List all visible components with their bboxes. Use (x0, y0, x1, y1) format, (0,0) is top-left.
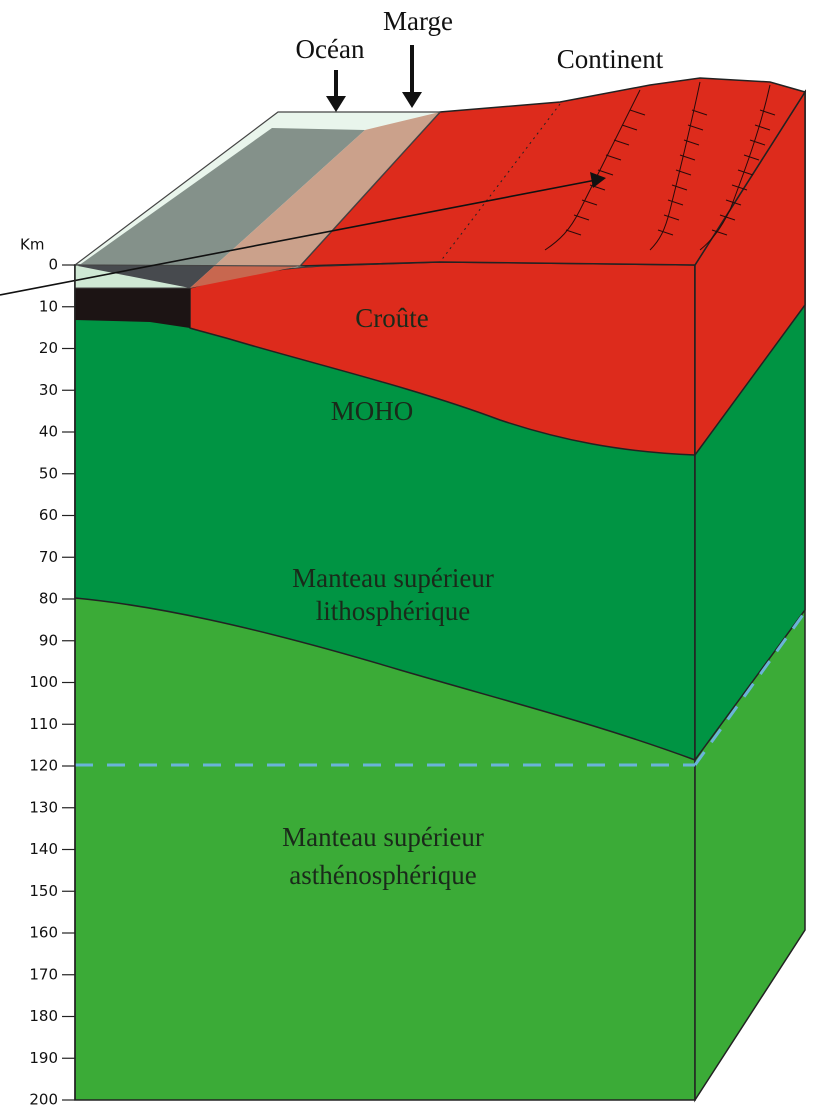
tick-label: 50 (39, 464, 58, 482)
tick-label: 80 (39, 590, 58, 608)
tick-label: 190 (29, 1049, 58, 1067)
tick-label: 140 (29, 840, 58, 858)
tick-label: 120 (29, 757, 58, 775)
mountain-hatching (544, 81, 776, 251)
tick-label: 60 (39, 506, 58, 524)
tick-label: 70 (39, 548, 58, 566)
moho-label: MOHO (331, 396, 414, 426)
ocean-label: Océan (296, 34, 365, 64)
pointer-head (590, 172, 606, 188)
lithosphere-label: Manteau supérieur (292, 563, 494, 593)
tick-label: 110 (29, 715, 58, 733)
lithosphere-label: lithosphérique (316, 596, 470, 626)
arrowheads (326, 92, 422, 112)
margin-top (190, 112, 440, 288)
oceanic-crust-front (75, 288, 190, 328)
tick-label: 160 (29, 924, 58, 942)
tick-label: 100 (29, 673, 58, 691)
crust-label: Croûte (355, 303, 429, 333)
tick-label: 10 (39, 297, 58, 315)
continent-top (298, 77, 807, 267)
tick-label: 0 (48, 256, 58, 274)
axis-unit: Km (20, 236, 44, 254)
tick-label: 170 (29, 965, 58, 983)
ocean-floor-top (78, 128, 365, 288)
tick-label: 130 (29, 798, 58, 816)
asthenosphere-label: Manteau supérieur (282, 822, 484, 852)
tick-label: 150 (29, 882, 58, 900)
tick-label: 200 (29, 1091, 58, 1109)
tick-label: 20 (39, 339, 58, 357)
lab-side (693, 611, 807, 766)
tick-label: 90 (39, 631, 58, 649)
continent-label: Continent (557, 44, 664, 74)
margin-label: Marge (383, 6, 453, 36)
tick-label: 40 (39, 423, 58, 441)
pointer-line (0, 179, 597, 296)
ticks: 0 10 20 30 40 50 60 70 80 90 100 110 120 130 140 150 160… (29, 256, 75, 1109)
asthenosphere-label: asthénosphérique (289, 860, 476, 890)
tick-label: 30 (39, 381, 58, 399)
arrows (334, 45, 414, 100)
water-top (73, 111, 442, 267)
tick-label: 180 (29, 1007, 58, 1025)
